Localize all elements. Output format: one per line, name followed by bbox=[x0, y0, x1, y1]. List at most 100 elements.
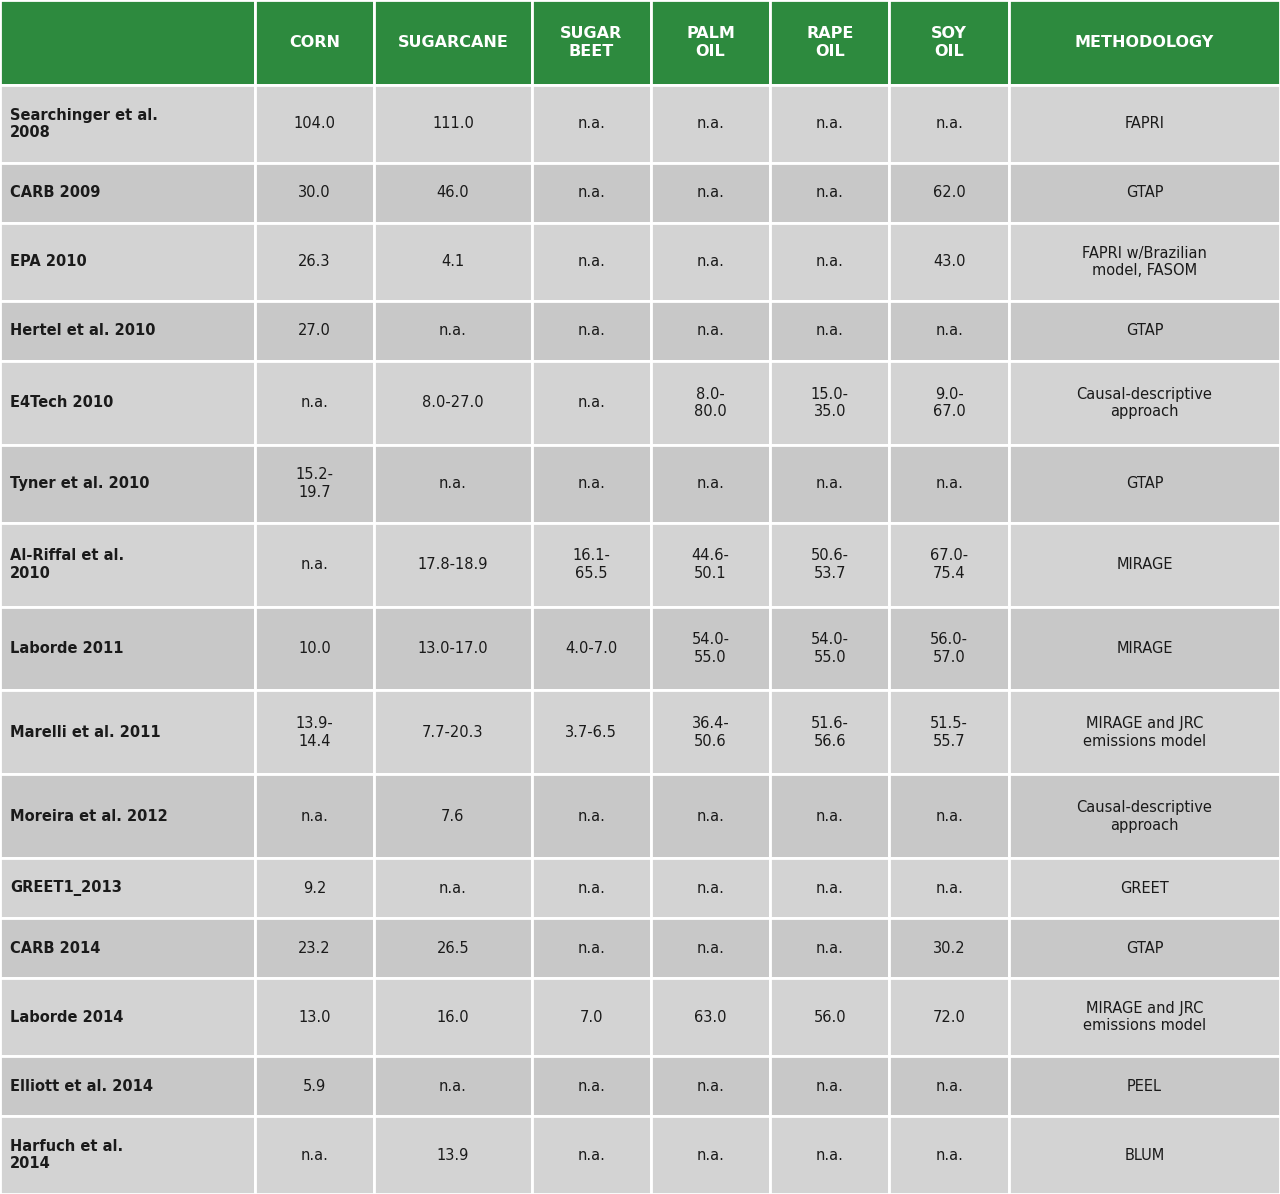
Text: 15.0-
35.0: 15.0- 35.0 bbox=[810, 387, 849, 419]
Text: n.a.: n.a. bbox=[936, 881, 963, 896]
Bar bbox=[1009, 1116, 1280, 1194]
Bar bbox=[531, 858, 650, 918]
Text: n.a.: n.a. bbox=[936, 1147, 963, 1163]
Bar bbox=[374, 85, 531, 162]
Bar bbox=[650, 0, 771, 85]
Text: GTAP: GTAP bbox=[1125, 324, 1164, 338]
Text: 10.0: 10.0 bbox=[298, 641, 332, 656]
Bar bbox=[771, 1116, 890, 1194]
Bar bbox=[531, 918, 650, 978]
Text: n.a.: n.a. bbox=[696, 117, 724, 131]
Bar bbox=[255, 1057, 374, 1116]
Bar bbox=[0, 1116, 255, 1194]
Bar bbox=[1009, 85, 1280, 162]
Text: 15.2-
19.7: 15.2- 19.7 bbox=[296, 467, 334, 500]
Text: n.a.: n.a. bbox=[936, 324, 963, 338]
Bar bbox=[531, 775, 650, 858]
Bar bbox=[374, 918, 531, 978]
Text: Laborde 2014: Laborde 2014 bbox=[10, 1010, 124, 1024]
Text: n.a.: n.a. bbox=[577, 117, 605, 131]
Bar bbox=[255, 223, 374, 301]
Bar bbox=[374, 978, 531, 1057]
Text: FAPRI: FAPRI bbox=[1124, 117, 1165, 131]
Text: METHODOLOGY: METHODOLOGY bbox=[1075, 35, 1213, 50]
Bar bbox=[890, 444, 1009, 523]
Text: n.a.: n.a. bbox=[577, 476, 605, 491]
Bar bbox=[531, 523, 650, 607]
Text: n.a.: n.a. bbox=[696, 1147, 724, 1163]
Text: n.a.: n.a. bbox=[696, 1078, 724, 1094]
Text: 8.0-27.0: 8.0-27.0 bbox=[422, 395, 484, 411]
Text: n.a.: n.a. bbox=[815, 185, 844, 201]
Bar bbox=[771, 978, 890, 1057]
Text: Al-Riffal et al.
2010: Al-Riffal et al. 2010 bbox=[10, 548, 124, 580]
Text: 17.8-18.9: 17.8-18.9 bbox=[417, 558, 488, 572]
Text: Causal-descriptive
approach: Causal-descriptive approach bbox=[1076, 387, 1212, 419]
Bar bbox=[0, 775, 255, 858]
Bar bbox=[890, 0, 1009, 85]
Text: 56.0: 56.0 bbox=[814, 1010, 846, 1024]
Bar bbox=[255, 523, 374, 607]
Bar bbox=[1009, 523, 1280, 607]
Text: MIRAGE and JRC
emissions model: MIRAGE and JRC emissions model bbox=[1083, 716, 1206, 749]
Text: 51.6-
56.6: 51.6- 56.6 bbox=[812, 716, 849, 749]
Text: n.a.: n.a. bbox=[815, 941, 844, 955]
Bar bbox=[1009, 223, 1280, 301]
Bar bbox=[255, 858, 374, 918]
Bar bbox=[531, 85, 650, 162]
Text: GTAP: GTAP bbox=[1125, 476, 1164, 491]
Bar bbox=[531, 301, 650, 361]
Text: n.a.: n.a. bbox=[815, 476, 844, 491]
Bar bbox=[650, 301, 771, 361]
Text: 44.6-
50.1: 44.6- 50.1 bbox=[691, 548, 730, 580]
Bar bbox=[890, 978, 1009, 1057]
Bar bbox=[374, 223, 531, 301]
Bar bbox=[650, 978, 771, 1057]
Bar bbox=[255, 85, 374, 162]
Text: 13.0: 13.0 bbox=[298, 1010, 330, 1024]
Bar bbox=[0, 361, 255, 444]
Bar bbox=[1009, 690, 1280, 775]
Bar bbox=[0, 444, 255, 523]
Bar bbox=[255, 1116, 374, 1194]
Bar bbox=[1009, 1057, 1280, 1116]
Text: 51.5-
55.7: 51.5- 55.7 bbox=[931, 716, 968, 749]
Text: n.a.: n.a. bbox=[577, 1078, 605, 1094]
Bar bbox=[1009, 444, 1280, 523]
Text: n.a.: n.a. bbox=[696, 476, 724, 491]
Text: Causal-descriptive
approach: Causal-descriptive approach bbox=[1076, 800, 1212, 832]
Bar bbox=[374, 1116, 531, 1194]
Text: EPA 2010: EPA 2010 bbox=[10, 254, 87, 270]
Text: RAPE
OIL: RAPE OIL bbox=[806, 26, 854, 59]
Bar bbox=[771, 85, 890, 162]
Text: 111.0: 111.0 bbox=[431, 117, 474, 131]
Bar bbox=[650, 223, 771, 301]
Bar bbox=[1009, 301, 1280, 361]
Text: 50.6-
53.7: 50.6- 53.7 bbox=[810, 548, 849, 580]
Bar bbox=[771, 444, 890, 523]
Bar bbox=[650, 607, 771, 690]
Text: 16.0: 16.0 bbox=[436, 1010, 470, 1024]
Text: FAPRI w/Brazilian
model, FASOM: FAPRI w/Brazilian model, FASOM bbox=[1082, 246, 1207, 278]
Bar bbox=[771, 607, 890, 690]
Bar bbox=[1009, 0, 1280, 85]
Text: SOY
OIL: SOY OIL bbox=[932, 26, 968, 59]
Bar bbox=[374, 523, 531, 607]
Bar bbox=[1009, 361, 1280, 444]
Text: n.a.: n.a. bbox=[439, 1078, 467, 1094]
Text: PEEL: PEEL bbox=[1126, 1078, 1162, 1094]
Text: 4.1: 4.1 bbox=[442, 254, 465, 270]
Text: n.a.: n.a. bbox=[936, 1078, 963, 1094]
Text: 9.0-
67.0: 9.0- 67.0 bbox=[933, 387, 965, 419]
Text: n.a.: n.a. bbox=[696, 941, 724, 955]
Text: 54.0-
55.0: 54.0- 55.0 bbox=[691, 633, 730, 665]
Bar bbox=[531, 978, 650, 1057]
Bar bbox=[771, 858, 890, 918]
Bar bbox=[255, 607, 374, 690]
Bar bbox=[0, 690, 255, 775]
Bar bbox=[374, 444, 531, 523]
Text: n.a.: n.a. bbox=[577, 185, 605, 201]
Bar bbox=[771, 775, 890, 858]
Text: n.a.: n.a. bbox=[936, 476, 963, 491]
Text: 13.9: 13.9 bbox=[436, 1147, 468, 1163]
